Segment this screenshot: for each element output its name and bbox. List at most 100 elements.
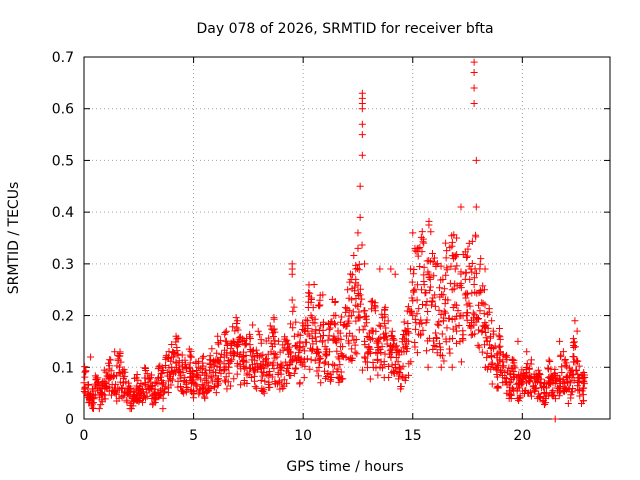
data-point xyxy=(399,362,407,370)
data-point xyxy=(292,364,300,372)
data-point xyxy=(100,366,108,374)
data-point xyxy=(354,281,362,289)
data-point xyxy=(207,363,215,371)
data-point xyxy=(105,362,113,370)
data-point xyxy=(551,374,559,382)
data-point xyxy=(370,302,378,310)
plot-frame xyxy=(83,56,611,420)
data-point xyxy=(495,343,503,351)
data-point xyxy=(132,374,140,382)
data-point xyxy=(328,318,336,326)
data-point xyxy=(114,351,122,359)
x-tick-label: 0 xyxy=(80,428,89,444)
data-point xyxy=(453,327,461,335)
data-point xyxy=(544,364,552,372)
data-point xyxy=(88,400,96,408)
y-tick-label: 0.6 xyxy=(52,102,74,118)
data-point xyxy=(540,389,548,397)
data-point xyxy=(341,304,349,312)
data-point xyxy=(246,333,254,341)
data-point xyxy=(167,357,175,365)
data-point xyxy=(436,343,444,351)
data-point xyxy=(159,405,167,413)
data-point xyxy=(111,348,119,356)
data-point xyxy=(276,364,284,372)
data-point xyxy=(453,262,461,270)
data-point xyxy=(334,334,342,342)
data-point xyxy=(508,364,516,372)
data-point xyxy=(206,356,214,364)
data-point xyxy=(534,371,542,379)
data-point xyxy=(480,286,488,294)
data-point xyxy=(448,363,456,371)
data-point xyxy=(474,315,482,323)
data-point xyxy=(92,382,100,390)
data-point xyxy=(223,349,231,357)
data-point xyxy=(301,347,309,355)
y-tick-label: 0.4 xyxy=(52,205,74,221)
data-point xyxy=(428,301,436,309)
data-point xyxy=(265,334,273,342)
data-point xyxy=(144,374,152,382)
data-point xyxy=(233,324,241,332)
data-point xyxy=(82,367,90,375)
data-point xyxy=(164,389,172,397)
data-point xyxy=(208,345,216,353)
data-point xyxy=(446,349,454,357)
data-point xyxy=(240,357,248,365)
data-point xyxy=(309,304,317,312)
data-point xyxy=(179,368,187,376)
data-point xyxy=(477,288,485,296)
data-point xyxy=(374,371,382,379)
data-point xyxy=(348,296,356,304)
data-point xyxy=(271,328,279,336)
data-point xyxy=(315,301,323,309)
data-point xyxy=(319,291,327,299)
data-point xyxy=(501,374,509,382)
data-point xyxy=(477,255,485,263)
data-point xyxy=(556,337,564,345)
data-point xyxy=(580,378,588,386)
data-point xyxy=(400,318,408,326)
data-point xyxy=(551,415,559,423)
data-point xyxy=(377,349,385,357)
data-point xyxy=(267,348,275,356)
x-tick-label: 15 xyxy=(404,428,422,444)
data-point xyxy=(396,368,404,376)
data-point xyxy=(434,320,442,328)
data-point xyxy=(145,385,153,393)
data-point xyxy=(535,370,543,378)
data-point xyxy=(380,374,388,382)
data-point xyxy=(375,321,383,329)
y-tick-label: 0 xyxy=(65,412,74,428)
data-point xyxy=(486,334,494,342)
data-point xyxy=(451,265,459,273)
data-point xyxy=(367,305,375,313)
data-point xyxy=(107,391,115,399)
data-point xyxy=(319,326,327,334)
data-point xyxy=(327,377,335,385)
data-point xyxy=(400,331,408,339)
data-point xyxy=(139,388,147,396)
data-point xyxy=(515,384,523,392)
data-point xyxy=(118,384,126,392)
data-point xyxy=(408,294,416,302)
data-point xyxy=(508,375,516,383)
data-point xyxy=(233,341,241,349)
data-point xyxy=(286,361,294,369)
data-point xyxy=(418,248,426,256)
data-point xyxy=(325,348,333,356)
data-point xyxy=(470,281,478,289)
data-point xyxy=(221,330,229,338)
data-point xyxy=(337,318,345,326)
data-point xyxy=(571,317,579,325)
data-point xyxy=(179,387,187,395)
data-point xyxy=(481,363,489,371)
data-point xyxy=(207,372,215,380)
data-point xyxy=(419,326,427,334)
data-point xyxy=(440,307,448,315)
data-point xyxy=(457,203,465,211)
data-point xyxy=(115,352,123,360)
data-point xyxy=(214,380,222,388)
data-point xyxy=(184,385,192,393)
